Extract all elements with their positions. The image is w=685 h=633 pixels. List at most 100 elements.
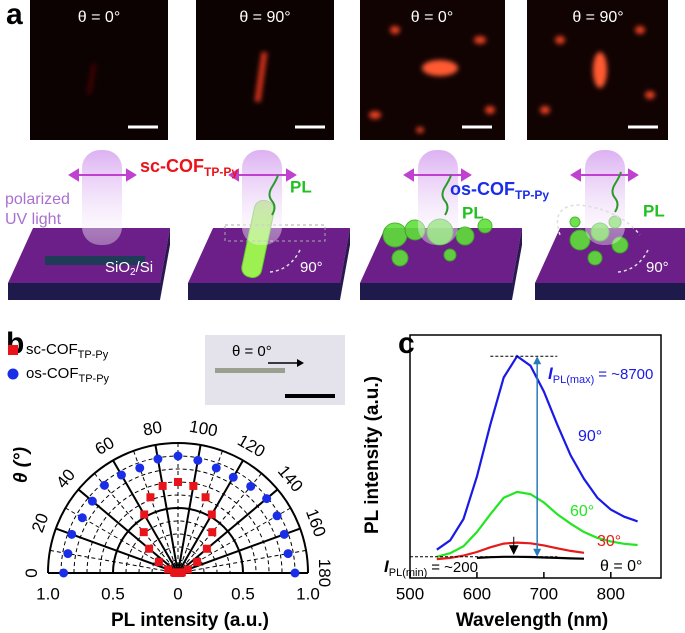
legend-entry: sc-COFTP-Py (26, 341, 109, 361)
x-axis-title: PL intensity (a.u.) (111, 610, 269, 631)
pl-label: PL (643, 201, 665, 220)
image (30, 0, 168, 140)
x-tick-label: 1.0 (296, 584, 320, 603)
micrographs (30, 0, 668, 140)
light-label: polarized (5, 191, 70, 208)
os-label: os-COFTP-Py (450, 179, 549, 202)
legend-name: os-COF (26, 365, 79, 382)
substrate-side (160, 228, 170, 300)
theta-tick-label: 180 (315, 559, 334, 587)
annotation-symbol: I (384, 557, 390, 576)
annotation-text: = ~8700 (598, 366, 653, 383)
annotation: IPL(max) = ~8700 (548, 364, 653, 385)
substrate-tail: /Si (136, 259, 154, 276)
annotation-subscript: PL(max) (553, 374, 595, 386)
marker (201, 493, 210, 502)
x-tick-label: 600 (463, 584, 491, 603)
grid-line (154, 444, 179, 574)
theta-tick-label: 160 (302, 506, 330, 539)
substrate-text: SiO (105, 259, 130, 276)
marker (262, 494, 272, 504)
minor-grid (73, 468, 283, 574)
panel-label: a (6, 0, 23, 31)
light-label: UV light (5, 211, 62, 228)
marker (153, 454, 163, 464)
theta-tick-label: 60 (92, 433, 118, 459)
theta-tick-label: 100 (188, 417, 219, 441)
marker (146, 493, 155, 502)
marker (63, 549, 73, 559)
substrate-front (535, 283, 685, 300)
arrow-head (508, 536, 519, 555)
marker (176, 569, 185, 577)
marker (211, 463, 221, 473)
theta-tick-label: 80 (142, 418, 164, 440)
annotation-symbol: I (548, 364, 554, 383)
marker (170, 568, 179, 577)
panel-label: c (398, 327, 415, 360)
os-text: os-COF (450, 179, 515, 199)
y-axis-title: PL intensity (a.u.) (362, 376, 383, 534)
substrate-subscript: 2 (130, 267, 136, 278)
marker (87, 496, 97, 506)
marker (208, 528, 217, 537)
theta-tick-label: 40 (52, 465, 79, 492)
marker (283, 549, 293, 559)
marker (290, 568, 300, 578)
legend-name: sc-COF (26, 341, 78, 358)
marker (135, 463, 145, 473)
annotation: IPL(min) = ~200 (384, 557, 478, 578)
marker (173, 451, 183, 461)
marker (174, 478, 182, 486)
marker (246, 481, 256, 491)
marker (99, 480, 109, 490)
series-line (436, 541, 585, 561)
series-label: θ = 0° (600, 558, 642, 575)
marker (189, 481, 198, 490)
marker (67, 529, 77, 539)
minor-grid (125, 520, 231, 574)
series-label: 60° (570, 503, 594, 520)
marker (279, 529, 289, 539)
image-label: θ = 90° (239, 9, 290, 26)
substrate-label: SiO2/Si (105, 259, 153, 278)
marker (139, 528, 148, 537)
marker (140, 510, 149, 519)
marker (193, 557, 202, 566)
minor-grid (138, 533, 218, 574)
pl-label: PL (290, 177, 312, 196)
theta-tick-label: 120 (234, 431, 268, 462)
marker (164, 565, 173, 574)
x-axis-title: Wavelength (nm) (456, 610, 608, 631)
grid-line (47, 442, 309, 574)
sc-subscript: TP-Py (204, 165, 238, 179)
marker (116, 470, 126, 480)
sc-text: sc-COF (140, 156, 204, 176)
annotation-text: = ~200 (431, 559, 478, 576)
grid-line (177, 444, 202, 574)
legend-entry: os-COFTP-Py (26, 365, 110, 385)
legend-marker (8, 345, 18, 355)
minor-grid (151, 546, 205, 574)
x-tick-label: 1.0 (36, 584, 60, 603)
theta-tick-label: 20 (28, 511, 52, 535)
marker (228, 472, 238, 482)
marker (207, 510, 216, 519)
substrate-front (8, 283, 160, 300)
x-tick-label: 0.5 (101, 584, 125, 603)
x-tick-label: 0.5 (231, 584, 255, 603)
inset-rod (215, 368, 285, 373)
x-tick-label: 800 (597, 584, 625, 603)
series-label: 30° (597, 533, 621, 550)
marker (272, 511, 282, 521)
substrate-top (188, 228, 350, 283)
inset-label: θ = 0° (232, 343, 272, 360)
marker (158, 481, 167, 490)
substrate-side (340, 228, 350, 300)
substrate-front (188, 283, 340, 300)
plot-frame (409, 334, 662, 579)
substrate-side (512, 228, 522, 300)
marker (202, 544, 211, 553)
grid-line (112, 507, 244, 574)
image-label: θ = 0° (78, 9, 120, 26)
